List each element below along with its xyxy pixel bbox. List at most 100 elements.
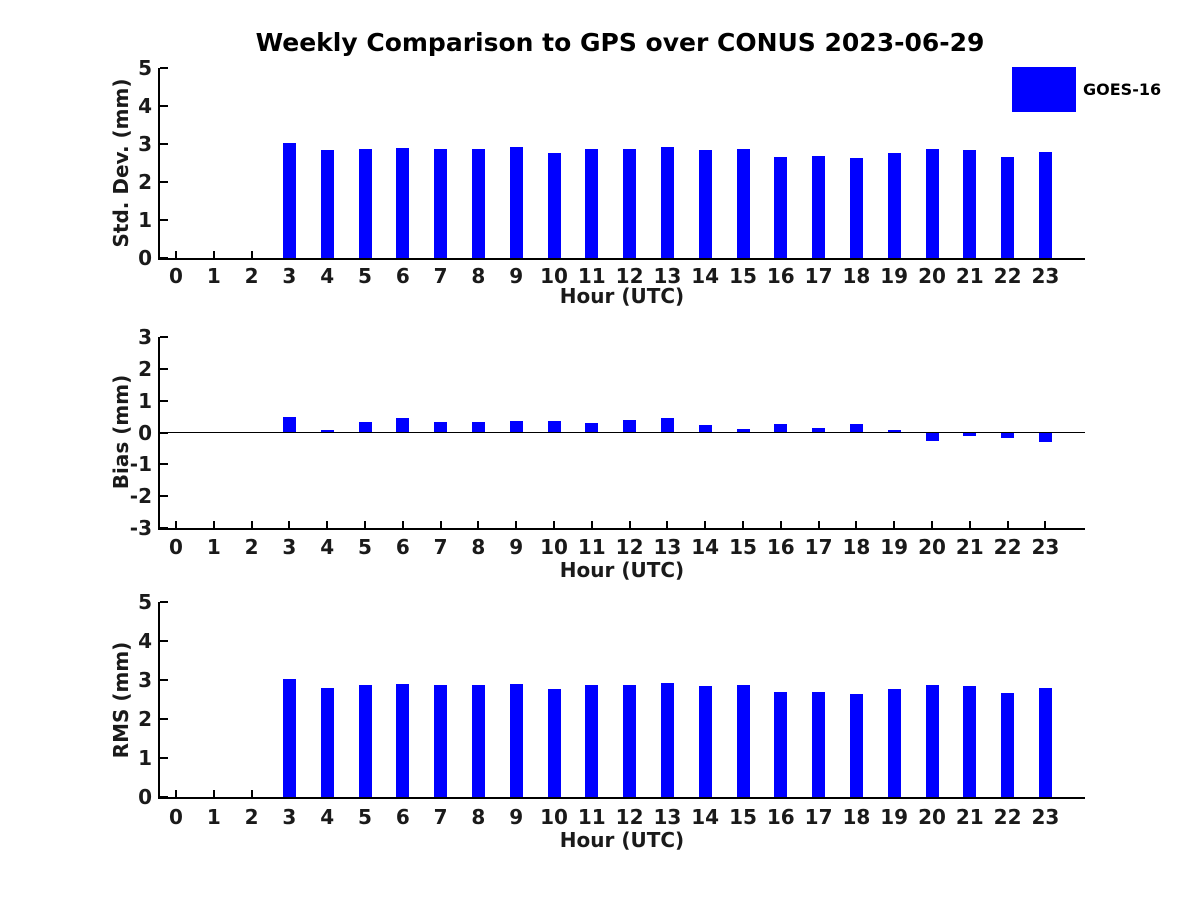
x-tick-label: 9 [509, 805, 524, 829]
y-tick-label: -1 [129, 452, 152, 477]
x-tick [893, 521, 896, 528]
x-tick-label: 3 [282, 535, 297, 559]
zero-line [160, 431, 1085, 433]
x-tick-label: 6 [395, 535, 410, 559]
x-tick [175, 790, 177, 797]
y-tick-label: 1 [138, 388, 152, 413]
x-tick-label: 6 [395, 805, 410, 829]
y-tick [160, 601, 168, 603]
x-tick-label: 18 [842, 805, 871, 829]
x-tick-label: 9 [509, 264, 524, 288]
x-tick-label: 21 [955, 535, 984, 559]
bar-hour-9 [509, 147, 523, 258]
x-axis-line [158, 797, 1085, 799]
legend-label-goes-16: GOES-16 [1083, 80, 1162, 99]
x-tick-label: 16 [766, 535, 795, 559]
bar-hour-22 [1001, 432, 1015, 438]
x-tick-label: 11 [577, 264, 606, 288]
x-tick-label: 3 [282, 264, 297, 288]
x-tick-label: 18 [842, 535, 871, 559]
bar-hour-9 [509, 683, 523, 797]
bar-hour-11 [585, 422, 599, 433]
bar-hour-12 [623, 684, 637, 797]
x-tick-label: 17 [804, 805, 833, 829]
y-tick [160, 399, 168, 402]
x-axis-label-std-dev: Hour (UTC) [559, 284, 685, 308]
x-tick [401, 521, 404, 528]
y-tick [160, 679, 168, 681]
y-tick [160, 431, 168, 434]
y-axis-spine [158, 337, 160, 530]
y-tick [160, 527, 168, 529]
bar-hour-4 [320, 150, 334, 258]
bar-hour-8 [471, 421, 485, 433]
x-tick-label: 7 [433, 805, 448, 829]
x-tick [704, 521, 707, 528]
y-tick-label: 5 [138, 56, 152, 80]
bar-hour-10 [547, 421, 561, 433]
x-tick [666, 521, 669, 528]
y-tick-label: 4 [138, 629, 152, 653]
x-tick-label: 1 [206, 535, 221, 559]
bar-hour-17 [812, 156, 826, 258]
y-tick-label: 3 [138, 325, 152, 349]
x-tick-label: 20 [918, 535, 946, 559]
x-tick-label: 20 [918, 264, 946, 288]
x-tick-label: 15 [729, 535, 757, 559]
y-axis-spine [158, 602, 160, 799]
bar-hour-20 [925, 149, 939, 258]
x-tick [855, 521, 858, 528]
x-tick [553, 521, 555, 528]
x-tick [968, 521, 971, 528]
y-tick-label: 2 [138, 707, 152, 731]
bar-hour-12 [623, 148, 637, 258]
x-tick-label: 12 [615, 264, 644, 288]
x-tick-label: 12 [615, 805, 644, 829]
x-tick-label: 8 [471, 805, 486, 829]
bar-hour-10 [547, 152, 561, 258]
x-tick-label: 13 [653, 535, 682, 559]
bar-hour-4 [320, 687, 334, 797]
x-tick [326, 521, 329, 528]
y-tick-label: 3 [138, 132, 152, 156]
bar-hour-11 [585, 685, 599, 797]
x-tick-label: 5 [358, 264, 372, 288]
x-tick-label: 7 [433, 535, 448, 559]
x-tick-label: 21 [955, 264, 984, 288]
x-tick-label: 17 [804, 535, 833, 559]
x-tick-label: 10 [540, 264, 568, 288]
bar-hour-23 [1038, 687, 1052, 797]
bar-hour-8 [471, 149, 485, 258]
x-tick-label: 6 [395, 264, 410, 288]
x-tick [364, 521, 366, 528]
x-tick-label: 4 [320, 535, 335, 559]
y-tick-label: 4 [138, 94, 152, 118]
y-tick [160, 757, 168, 759]
bar-hour-16 [774, 692, 788, 797]
x-tick-label: 7 [433, 264, 448, 288]
bar-hour-3 [282, 416, 296, 433]
bar-hour-18 [849, 694, 863, 797]
bar-hour-15 [736, 429, 750, 433]
x-tick-label: 5 [358, 535, 372, 559]
bar-hour-12 [623, 420, 637, 433]
bar-hour-4 [320, 429, 334, 433]
x-tick-label: 0 [169, 535, 183, 559]
bar-hour-14 [698, 425, 712, 433]
y-tick [160, 640, 168, 642]
x-tick-label: 23 [1031, 805, 1060, 829]
y-tick-label: 2 [138, 356, 152, 381]
x-tick-label: 3 [282, 805, 297, 829]
y-tick [160, 181, 168, 183]
bar-hour-15 [736, 684, 750, 797]
x-tick [250, 790, 253, 797]
x-tick-label: 11 [577, 535, 606, 559]
y-tick [160, 105, 168, 107]
x-tick-label: 19 [880, 805, 909, 829]
bar-hour-18 [849, 158, 863, 258]
x-tick-label: 2 [244, 535, 259, 559]
bar-hour-20 [925, 685, 939, 797]
bar-hour-23 [1038, 432, 1052, 443]
